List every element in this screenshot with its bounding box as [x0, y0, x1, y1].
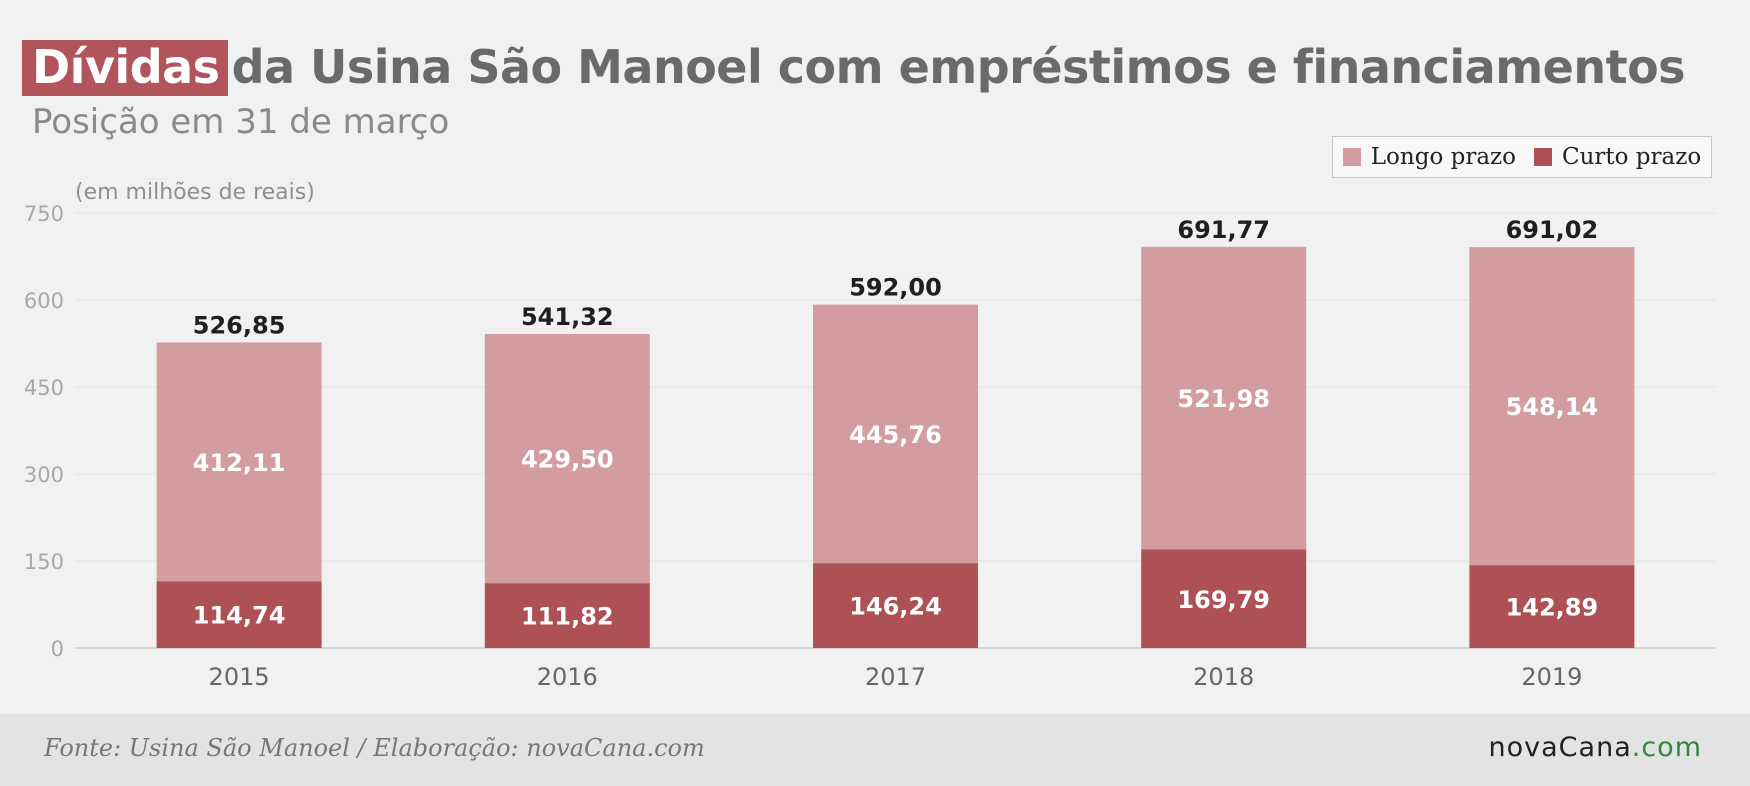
bar-longo-prazo — [484, 334, 650, 584]
x-tick-label: 2019 — [1521, 663, 1582, 691]
bar-curto-prazo — [1141, 549, 1307, 648]
y-tick-label: 600 — [24, 289, 64, 313]
legend-item-longo: Longo prazo — [1342, 144, 1516, 170]
y-tick-label: 300 — [24, 463, 64, 487]
title-rest: da Usina São Manoel com empréstimos e fi… — [231, 40, 1686, 94]
y-tick-label: 0 — [51, 637, 64, 661]
x-tick-label: 2015 — [209, 663, 270, 691]
chart-title: Dívidas da Usina São Manoel com empréstim… — [22, 40, 1686, 96]
bar-longo-prazo — [813, 304, 978, 564]
y-tick-label: 150 — [24, 550, 64, 574]
legend-label-longo: Longo prazo — [1370, 144, 1516, 170]
bar-curto-prazo — [156, 581, 322, 648]
data-label-longo: 548,14 — [1506, 393, 1599, 421]
source-text: Fonte: Usina São Manoel / Elaboração: no… — [44, 734, 705, 762]
bar-curto-prazo — [1469, 565, 1635, 648]
bar-chart: 0 150 300 450 600 750 114,74 412,11 526,85 2015 11… — [24, 202, 1716, 691]
data-label-curto: 111,82 — [521, 603, 614, 631]
logo-main: novaCana — [1488, 732, 1632, 763]
data-label-curto: 146,24 — [849, 593, 942, 621]
x-tick-label: 2016 — [537, 663, 598, 691]
data-label-curto: 142,89 — [1506, 594, 1599, 622]
data-label-longo: 445,76 — [849, 421, 942, 449]
y-tick-label: 750 — [24, 202, 64, 226]
bar-longo-prazo — [1469, 247, 1635, 566]
footer: Fonte: Usina São Manoel / Elaboração: no… — [0, 714, 1750, 786]
x-tick-label: 2018 — [1193, 663, 1254, 691]
bar-longo-prazo — [1141, 246, 1307, 550]
bar-curto-prazo — [813, 563, 978, 648]
legend-item-curto: Curto prazo — [1534, 144, 1701, 170]
logo-suffix: .com — [1631, 732, 1702, 763]
total-label: 541,32 — [521, 303, 614, 331]
total-label: 691,02 — [1506, 216, 1599, 244]
bar-longo-prazo — [156, 342, 322, 582]
novacana-logo: novaCana.com — [1489, 732, 1702, 763]
legend-swatch-curto — [1534, 148, 1552, 166]
data-label-curto: 169,79 — [1177, 586, 1270, 614]
data-label-longo: 412,11 — [193, 449, 286, 477]
legend-label-curto: Curto prazo — [1562, 144, 1702, 170]
data-label-longo: 521,98 — [1177, 385, 1270, 413]
legend-swatch-longo — [1342, 148, 1361, 166]
total-label: 691,77 — [1177, 216, 1270, 244]
total-label: 526,85 — [193, 311, 286, 339]
unit-label: (em milhões de reais) — [75, 180, 315, 205]
data-label-longo: 429,50 — [521, 446, 614, 474]
chart-subtitle: Posição em 31 de março — [32, 102, 450, 142]
total-label: 592,00 — [849, 274, 942, 302]
title-highlight: Dívidas — [22, 40, 228, 96]
data-label-curto: 114,74 — [193, 602, 286, 630]
legend: Longo prazo Curto prazo — [1332, 136, 1712, 178]
x-tick-label: 2017 — [865, 663, 926, 691]
bar-curto-prazo — [484, 583, 650, 648]
y-tick-label: 450 — [24, 376, 64, 400]
